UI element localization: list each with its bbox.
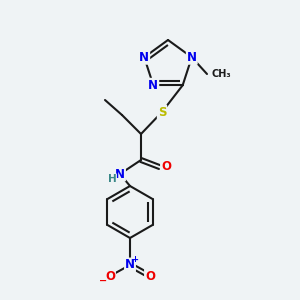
- Text: N: N: [139, 51, 149, 64]
- Text: H: H: [108, 174, 116, 184]
- Text: O: O: [145, 269, 155, 283]
- Text: −: −: [99, 276, 107, 286]
- Text: N: N: [187, 51, 197, 64]
- Text: +: +: [131, 256, 139, 265]
- Text: O: O: [105, 269, 115, 283]
- Text: CH₃: CH₃: [212, 69, 232, 79]
- Text: O: O: [161, 160, 171, 172]
- Text: N: N: [115, 167, 125, 181]
- Text: N: N: [148, 79, 158, 92]
- Text: N: N: [125, 259, 135, 272]
- Text: S: S: [158, 106, 166, 118]
